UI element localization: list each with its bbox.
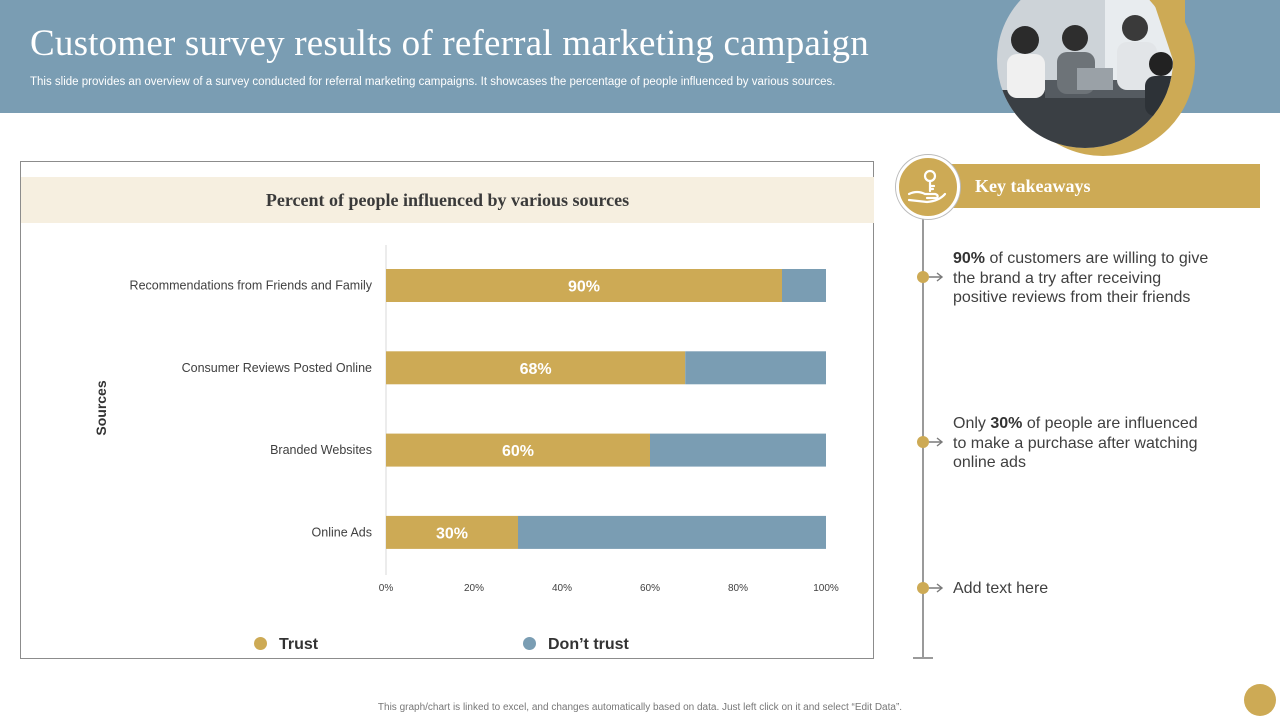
- takeaway-2-highlight: 30%: [990, 415, 1023, 432]
- takeaway-2: Only 30% of people are influenced to mak…: [953, 414, 1213, 473]
- timeline-base: [913, 657, 933, 659]
- x-tick-label-2: 20%: [464, 583, 484, 594]
- arrow-right-icon: [929, 437, 944, 447]
- x-tick-label-3: 40%: [552, 583, 572, 594]
- legend-label-trust: Trust: [279, 636, 319, 653]
- bar-chart: 90% Recommendations from Friends and Fami…: [93, 245, 839, 594]
- bar-trust-2: [386, 351, 686, 385]
- takeaway-3-text: Add text here: [953, 580, 1049, 597]
- page-subtitle: This slide provides an overview of a sur…: [30, 76, 836, 88]
- takeaway-marker-3: [917, 582, 929, 594]
- data-label-2: 68%: [520, 361, 552, 378]
- legend-label-dont-trust: Don’t trust: [548, 636, 629, 653]
- category-label-3: Branded Websites: [270, 443, 372, 457]
- legend-swatch-dont-trust: [523, 637, 536, 650]
- takeaway-2-prefix: Only: [953, 415, 991, 432]
- chart-title: Percent of people influenced by various …: [265, 190, 630, 210]
- takeaway-2-text: of people are influenced to make a purch…: [953, 415, 1198, 471]
- takeaway-marker-2: [917, 436, 929, 448]
- bar-trust-3: [386, 433, 650, 467]
- data-label-1: 90%: [568, 279, 600, 296]
- takeaway-3: Add text here: [953, 579, 1213, 599]
- category-label-4: Online Ads: [312, 525, 372, 539]
- x-tick-label-5: 80%: [728, 583, 748, 594]
- arrow-right-icon: [929, 272, 944, 282]
- takeaway-1-text: of customers are willing to give the bra…: [953, 250, 1209, 306]
- legend-swatch-trust: [254, 637, 267, 650]
- key-takeaways-title: Key takeaways: [975, 176, 1091, 196]
- legend-item-dont-trust: Don’t trust: [523, 636, 629, 654]
- category-label-2: Consumer Reviews Posted Online: [182, 361, 372, 375]
- takeaway-marker-1: [917, 271, 929, 283]
- x-tick-label-4: 60%: [640, 583, 660, 594]
- bar-trust-4: [386, 515, 518, 549]
- key-takeaways-header: Key takeaways: [930, 164, 1260, 208]
- x-tick-label-6: 100%: [813, 583, 839, 594]
- timeline-line: [922, 212, 924, 658]
- arrow-right-icon: [929, 583, 944, 593]
- footer-note: This graph/chart is linked to excel, and…: [377, 702, 903, 713]
- chart-panel: Percent of people influenced by various …: [20, 161, 874, 659]
- y-axis-label: Sources: [93, 380, 109, 435]
- corner-decoration: [1244, 684, 1276, 716]
- bar-dont-trust-3: [650, 433, 826, 467]
- bar-trust-1: [386, 269, 782, 302]
- hand-holding-key-icon: [896, 155, 960, 219]
- team-photo: [985, 0, 1245, 160]
- bar-dont-trust-1: [782, 269, 826, 302]
- legend-item-trust: Trust: [254, 636, 318, 654]
- takeaway-1-highlight: 90%: [953, 250, 986, 267]
- x-tick-label-1: 0%: [379, 583, 394, 594]
- data-label-4: 30%: [436, 525, 468, 542]
- page-title: Customer survey results of referral mark…: [30, 23, 869, 64]
- data-label-3: 60%: [502, 443, 534, 460]
- takeaway-1: 90% of customers are willing to give the…: [953, 249, 1213, 308]
- bar-dont-trust-2: [685, 351, 826, 385]
- category-label-1: Recommendations from Friends and Family: [130, 279, 373, 293]
- bar-dont-trust-4: [518, 515, 826, 549]
- chart-title-band: Percent of people influenced by various …: [21, 177, 874, 223]
